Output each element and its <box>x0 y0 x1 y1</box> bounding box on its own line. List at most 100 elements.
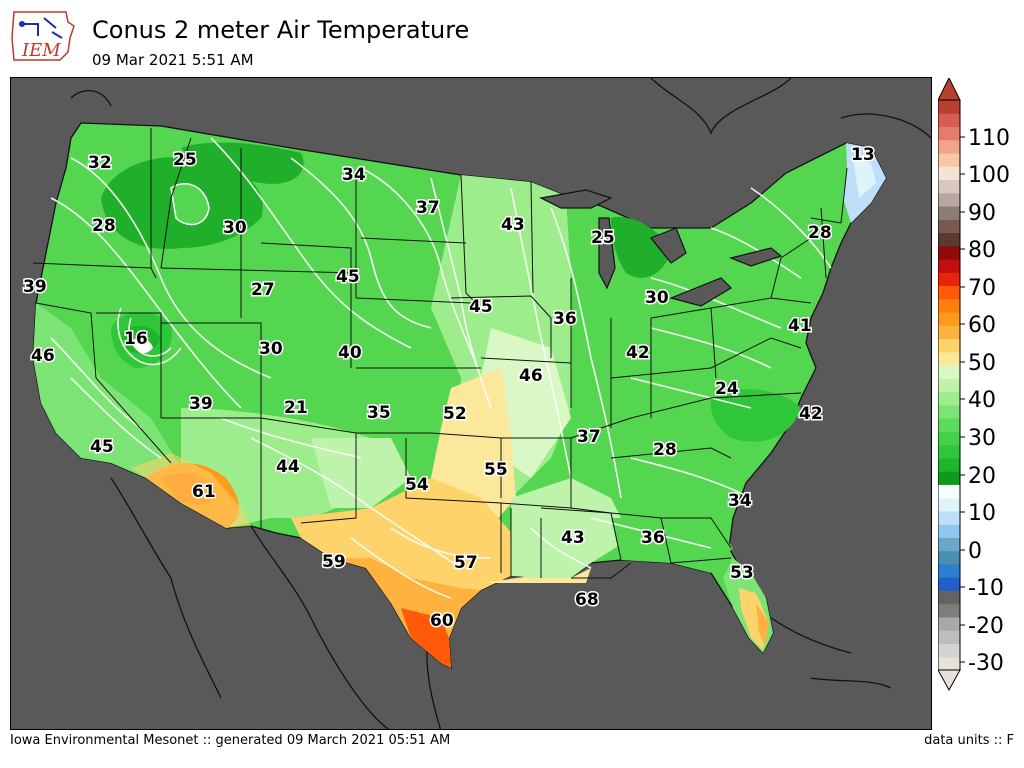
colorbar-swatch <box>938 139 960 154</box>
colorbar-swatch <box>938 179 960 194</box>
map-label: 37 <box>416 198 440 218</box>
map-label: 24 <box>715 379 739 399</box>
logo-text: IEM <box>21 40 61 61</box>
map-label: 30 <box>259 339 283 359</box>
map-label: 41 <box>788 316 812 336</box>
map-label: 34 <box>342 165 366 185</box>
colorbar-swatch <box>938 298 960 313</box>
chart-subtitle: 09 Mar 2021 5:51 AM <box>92 51 254 69</box>
colorbar-tick-label: 50 <box>968 351 996 376</box>
colorbar-swatch <box>938 510 960 525</box>
colorbar-swatch <box>938 351 960 366</box>
colorbar-swatch <box>938 563 960 578</box>
map-label: 44 <box>276 457 300 477</box>
colorbar-tick-label: 80 <box>968 238 996 263</box>
outside-land-outlines <box>70 78 931 729</box>
colorbar-swatch <box>938 219 960 234</box>
map-label: 28 <box>92 216 116 236</box>
temperature-map: 32 25 34 13 28 30 37 43 25 28 39 27 45 4… <box>10 77 932 730</box>
map-label: 42 <box>626 343 650 363</box>
colorbar-swatch <box>938 656 960 671</box>
map-label: 25 <box>591 228 615 248</box>
colorbar-tick-label: -10 <box>968 576 1004 601</box>
colorbar-tick-label: 30 <box>968 426 996 451</box>
colorbar-swatch <box>938 365 960 379</box>
colorbar-swatch <box>938 630 960 644</box>
colorbar-tick-label: 0 <box>968 539 982 564</box>
map-label: 46 <box>31 346 55 366</box>
colorbar-swatch <box>938 431 960 446</box>
map-label: 43 <box>501 215 525 235</box>
colorbar-swatch <box>938 113 960 128</box>
colorbar-swatch <box>938 325 960 340</box>
map-label: 54 <box>405 475 429 495</box>
colorbar-outline <box>938 99 961 671</box>
map-label: 52 <box>443 404 467 424</box>
map-label: 45 <box>90 437 114 457</box>
colorbar-tick-label: 60 <box>968 313 996 338</box>
colorbar-tick-label: 10 <box>968 501 996 526</box>
map-label: 57 <box>454 553 478 573</box>
colorbar-swatch <box>938 378 960 393</box>
map-label: 45 <box>336 267 360 287</box>
map-label: 45 <box>469 297 493 317</box>
colorbar-swatch <box>938 577 960 591</box>
colorbar-swatch <box>938 245 960 260</box>
map-label: 68 <box>575 590 599 610</box>
colorbar-tick-label: 70 <box>968 276 996 301</box>
colorbar-swatch <box>938 603 960 618</box>
footer-credit: Iowa Environmental Mesonet :: generated … <box>10 733 451 748</box>
temperature-fill <box>33 142 886 668</box>
colorbar-swatch <box>938 391 960 406</box>
colorbar-swatch <box>938 590 960 605</box>
colorbar-swatch <box>938 484 960 499</box>
colorbar-swatch <box>938 338 960 353</box>
map-label: 32 <box>88 153 112 173</box>
map-label: 59 <box>322 552 346 572</box>
colorbar-swatch <box>938 550 960 565</box>
map-label: 39 <box>23 277 47 297</box>
map-label: 36 <box>641 528 665 548</box>
map-label: 35 <box>367 403 391 423</box>
colorbar-tick-label: 40 <box>968 388 996 413</box>
colorbar-tick-label: 110 <box>968 126 1010 151</box>
map-label: 61 <box>192 482 216 502</box>
map-label: 28 <box>653 440 677 460</box>
map-label: 40 <box>338 343 362 363</box>
colorbar-swatch <box>938 404 960 419</box>
map-label: 28 <box>808 223 832 243</box>
colorbar-swatch <box>938 166 960 181</box>
colorbar-tick-label: 90 <box>968 201 996 226</box>
map-label: 46 <box>519 366 543 386</box>
map-label: 37 <box>577 427 601 447</box>
map-label: 30 <box>223 218 247 238</box>
footer-units: data units :: F <box>924 733 1014 748</box>
colorbar-tick-label: 100 <box>968 163 1010 188</box>
state-boundaries <box>32 128 848 579</box>
colorbar-swatch <box>938 272 960 287</box>
map-label: 25 <box>173 150 197 170</box>
colorbar-swatch <box>938 524 960 538</box>
colorbar-swatch <box>938 312 960 326</box>
map-canvas: 32 25 34 13 28 30 37 43 25 28 39 27 45 4… <box>11 78 931 729</box>
colorbar-swatch <box>938 100 960 114</box>
colorbar-swatch <box>938 153 960 167</box>
colorbar: 110 100 90 80 70 60 50 40 30 20 10 0 -10… <box>938 78 1010 692</box>
map-label: 27 <box>251 280 275 300</box>
colorbar-swatch <box>938 537 960 552</box>
great-lakes <box>539 189 783 307</box>
colorbar-min-arrow <box>938 669 961 692</box>
colorbar-swatch <box>938 232 960 247</box>
isotherm-lines <box>50 137 832 599</box>
colorbar-swatch <box>938 497 960 512</box>
map-label: 39 <box>189 394 213 414</box>
map-label: 55 <box>484 460 508 480</box>
colorbar-swatch <box>938 418 960 432</box>
colorbar-tick-label: -20 <box>968 614 1004 639</box>
colorbar-swatch <box>938 616 960 631</box>
map-label: 43 <box>561 528 585 548</box>
map-label: 60 <box>430 611 454 631</box>
colorbar-max-arrow <box>938 78 961 101</box>
iem-logo: IEM <box>11 11 75 61</box>
colorbar-swatch <box>938 444 960 459</box>
